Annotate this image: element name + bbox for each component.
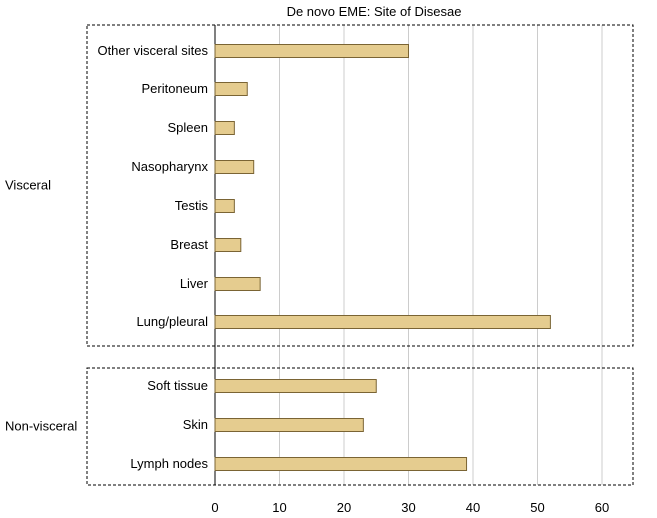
grid-layer	[214, 25, 603, 485]
bar-spleen	[214, 121, 235, 135]
x-tick-label-0: 0	[211, 500, 218, 515]
bar-breast	[214, 238, 242, 252]
x-tick-label-60: 60	[595, 500, 609, 515]
category-label-breast: Breast	[170, 237, 208, 252]
category-label-lymph-nodes: Lymph nodes	[130, 456, 208, 471]
bar-soft-tissue	[214, 379, 377, 393]
category-label-lung-pleural: Lung/pleural	[136, 314, 208, 329]
bar-lung-pleural	[214, 315, 551, 329]
group-box-visceral	[86, 24, 634, 347]
category-label-soft-tissue: Soft tissue	[147, 378, 208, 393]
x-tick-label-40: 40	[466, 500, 480, 515]
bar-lymph-nodes	[214, 457, 468, 471]
bar-liver	[214, 277, 261, 291]
x-tick-label-30: 30	[401, 500, 415, 515]
category-label-other-visceral-sites: Other visceral sites	[97, 43, 208, 58]
category-label-peritoneum: Peritoneum	[142, 81, 208, 96]
category-label-spleen: Spleen	[168, 120, 208, 135]
category-label-skin: Skin	[183, 417, 208, 432]
category-label-testis: Testis	[175, 198, 209, 213]
x-tick-label-50: 50	[530, 500, 544, 515]
x-axis: 0 10 20 30 40 50 60	[211, 500, 609, 515]
group-box-non-visceral	[86, 367, 634, 486]
bar-testis	[214, 199, 235, 213]
bar-layer: Other visceral sites Peritoneum Spleen Naso…	[97, 43, 551, 471]
bar-nasopharynx	[214, 160, 255, 174]
category-label-nasopharynx: Nasopharynx	[131, 159, 208, 174]
x-tick-label-20: 20	[337, 500, 351, 515]
bar-other-visceral-sites	[214, 44, 409, 58]
bar-peritoneum	[214, 82, 248, 96]
x-tick-label-10: 10	[272, 500, 286, 515]
chart-title: De novo EME: Site of Disesae	[287, 4, 462, 19]
group-label-visceral: Visceral	[5, 178, 51, 193]
group-layer: Visceral Non-visceral	[5, 24, 634, 486]
group-label-non-visceral: Non-visceral	[5, 419, 77, 434]
category-label-liver: Liver	[180, 276, 209, 291]
bar-skin	[214, 418, 364, 432]
